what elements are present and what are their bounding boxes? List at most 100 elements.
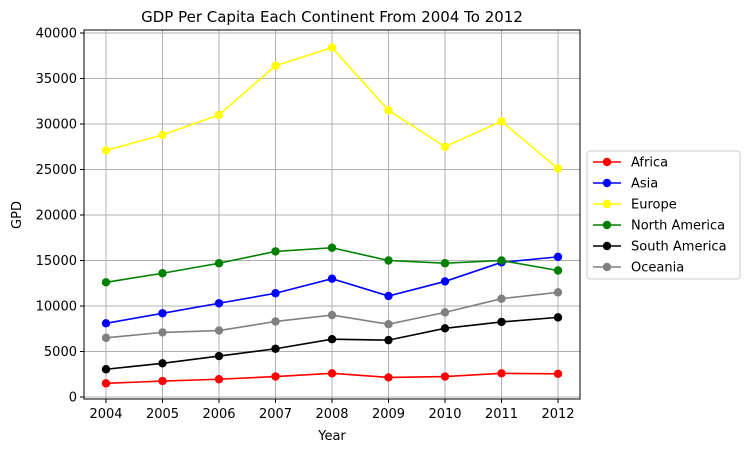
legend-item-north-america: North America [593,219,725,234]
data-point-north-america [440,259,450,268]
legend-marker [602,157,612,167]
data-point-asia [327,274,337,283]
legend-label: Oceania [631,261,684,276]
data-point-south-america [553,313,563,322]
legend-label: North America [631,219,725,234]
x-tick-label: 2004 [89,407,122,422]
y-axis: 0 5000 10000 15000 20000 25000 30000 35000 40000 [36,27,84,406]
y-tick-label: 30000 [36,118,77,133]
data-point-africa [327,369,337,378]
legend-marker [602,220,612,230]
data-point-oceania [101,333,111,343]
data-point-north-america [553,266,563,275]
series-europe [101,43,563,173]
x-tick-label: 2005 [146,407,179,422]
data-point-north-america [497,256,506,265]
x-axis: 2004 2005 2006 2007 2008 2009 2010 2011 2012 [89,399,575,422]
x-tick-label: 2007 [259,407,292,422]
data-point-oceania [214,326,224,335]
data-point-asia [440,277,450,286]
data-point-europe [101,146,111,155]
x-tick-label: 2008 [315,407,348,422]
legend: Africa Asia Europe North America South Ameri… [586,150,741,280]
legend-label: Europe [631,198,677,213]
data-point-south-america [327,335,337,344]
x-tick-label: 2009 [372,407,405,422]
data-point-africa [553,369,563,378]
data-point-north-america [384,256,393,265]
data-point-north-america [158,269,167,278]
y-tick-label: 10000 [36,300,77,315]
data-point-oceania [327,310,337,320]
data-point-north-america [271,247,280,256]
data-point-south-america [497,317,506,327]
y-tick-label: 15000 [36,254,77,269]
legend-item-south-america: South America [593,240,727,255]
data-point-asia [553,252,563,262]
data-point-europe [553,164,563,173]
data-point-africa [271,372,280,381]
data-point-asia [271,289,280,298]
series-north-america [101,243,563,287]
data-point-europe [271,61,280,70]
series-oceania [101,288,563,343]
data-point-south-america [214,351,224,361]
data-point-south-america [440,324,450,333]
data-point-africa [497,369,506,378]
y-tick-label: 5000 [44,345,77,360]
data-point-europe [497,117,506,126]
data-point-north-america [101,278,111,287]
legend-label: Asia [631,177,658,192]
data-point-asia [101,319,111,328]
data-point-oceania [440,308,450,317]
x-tick-label: 2011 [485,407,518,422]
legend-item-oceania: Oceania [593,261,684,276]
data-point-oceania [158,328,167,337]
y-tick-label: 25000 [36,163,77,178]
data-point-oceania [553,288,563,297]
legend-item-africa: Africa [593,156,668,171]
data-point-south-america [271,344,280,353]
data-point-africa [214,375,224,384]
legend-label: South America [631,240,727,255]
y-axis-title: GPD [10,201,25,229]
data-point-europe [384,106,393,115]
x-tick-label: 2012 [541,407,574,422]
data-point-oceania [497,294,506,303]
data-point-asia [158,309,167,318]
x-tick-label: 2006 [202,407,235,422]
data-point-europe [440,142,450,151]
x-axis-title: Year [317,429,346,444]
data-point-africa [158,376,167,386]
data-point-north-america [214,259,224,268]
data-point-oceania [271,317,280,326]
data-point-south-america [158,359,167,368]
series-africa [101,369,563,388]
series-layer [101,43,563,388]
grid-lines [84,30,580,399]
data-point-south-america [101,365,111,374]
data-point-oceania [384,320,393,329]
data-point-africa [101,379,111,388]
data-point-asia [214,299,224,308]
series-south-america [101,313,563,374]
legend-label: Africa [631,156,668,171]
data-point-europe [327,43,337,52]
legend-box [586,150,741,280]
legend-marker [602,262,612,272]
data-point-europe [158,130,167,140]
legend-marker [602,178,612,188]
chart-title: GDP Per Capita Each Continent From 2004 … [141,8,523,26]
y-tick-label: 35000 [36,72,77,87]
data-point-africa [384,373,393,382]
data-point-europe [214,110,224,120]
data-point-africa [440,372,450,381]
data-point-north-america [327,243,337,252]
y-tick-label: 0 [69,391,77,406]
legend-marker [602,241,612,251]
y-tick-label: 20000 [36,209,77,224]
legend-item-europe: Europe [593,198,677,213]
data-point-south-america [384,335,393,345]
legend-item-asia: Asia [593,177,658,192]
